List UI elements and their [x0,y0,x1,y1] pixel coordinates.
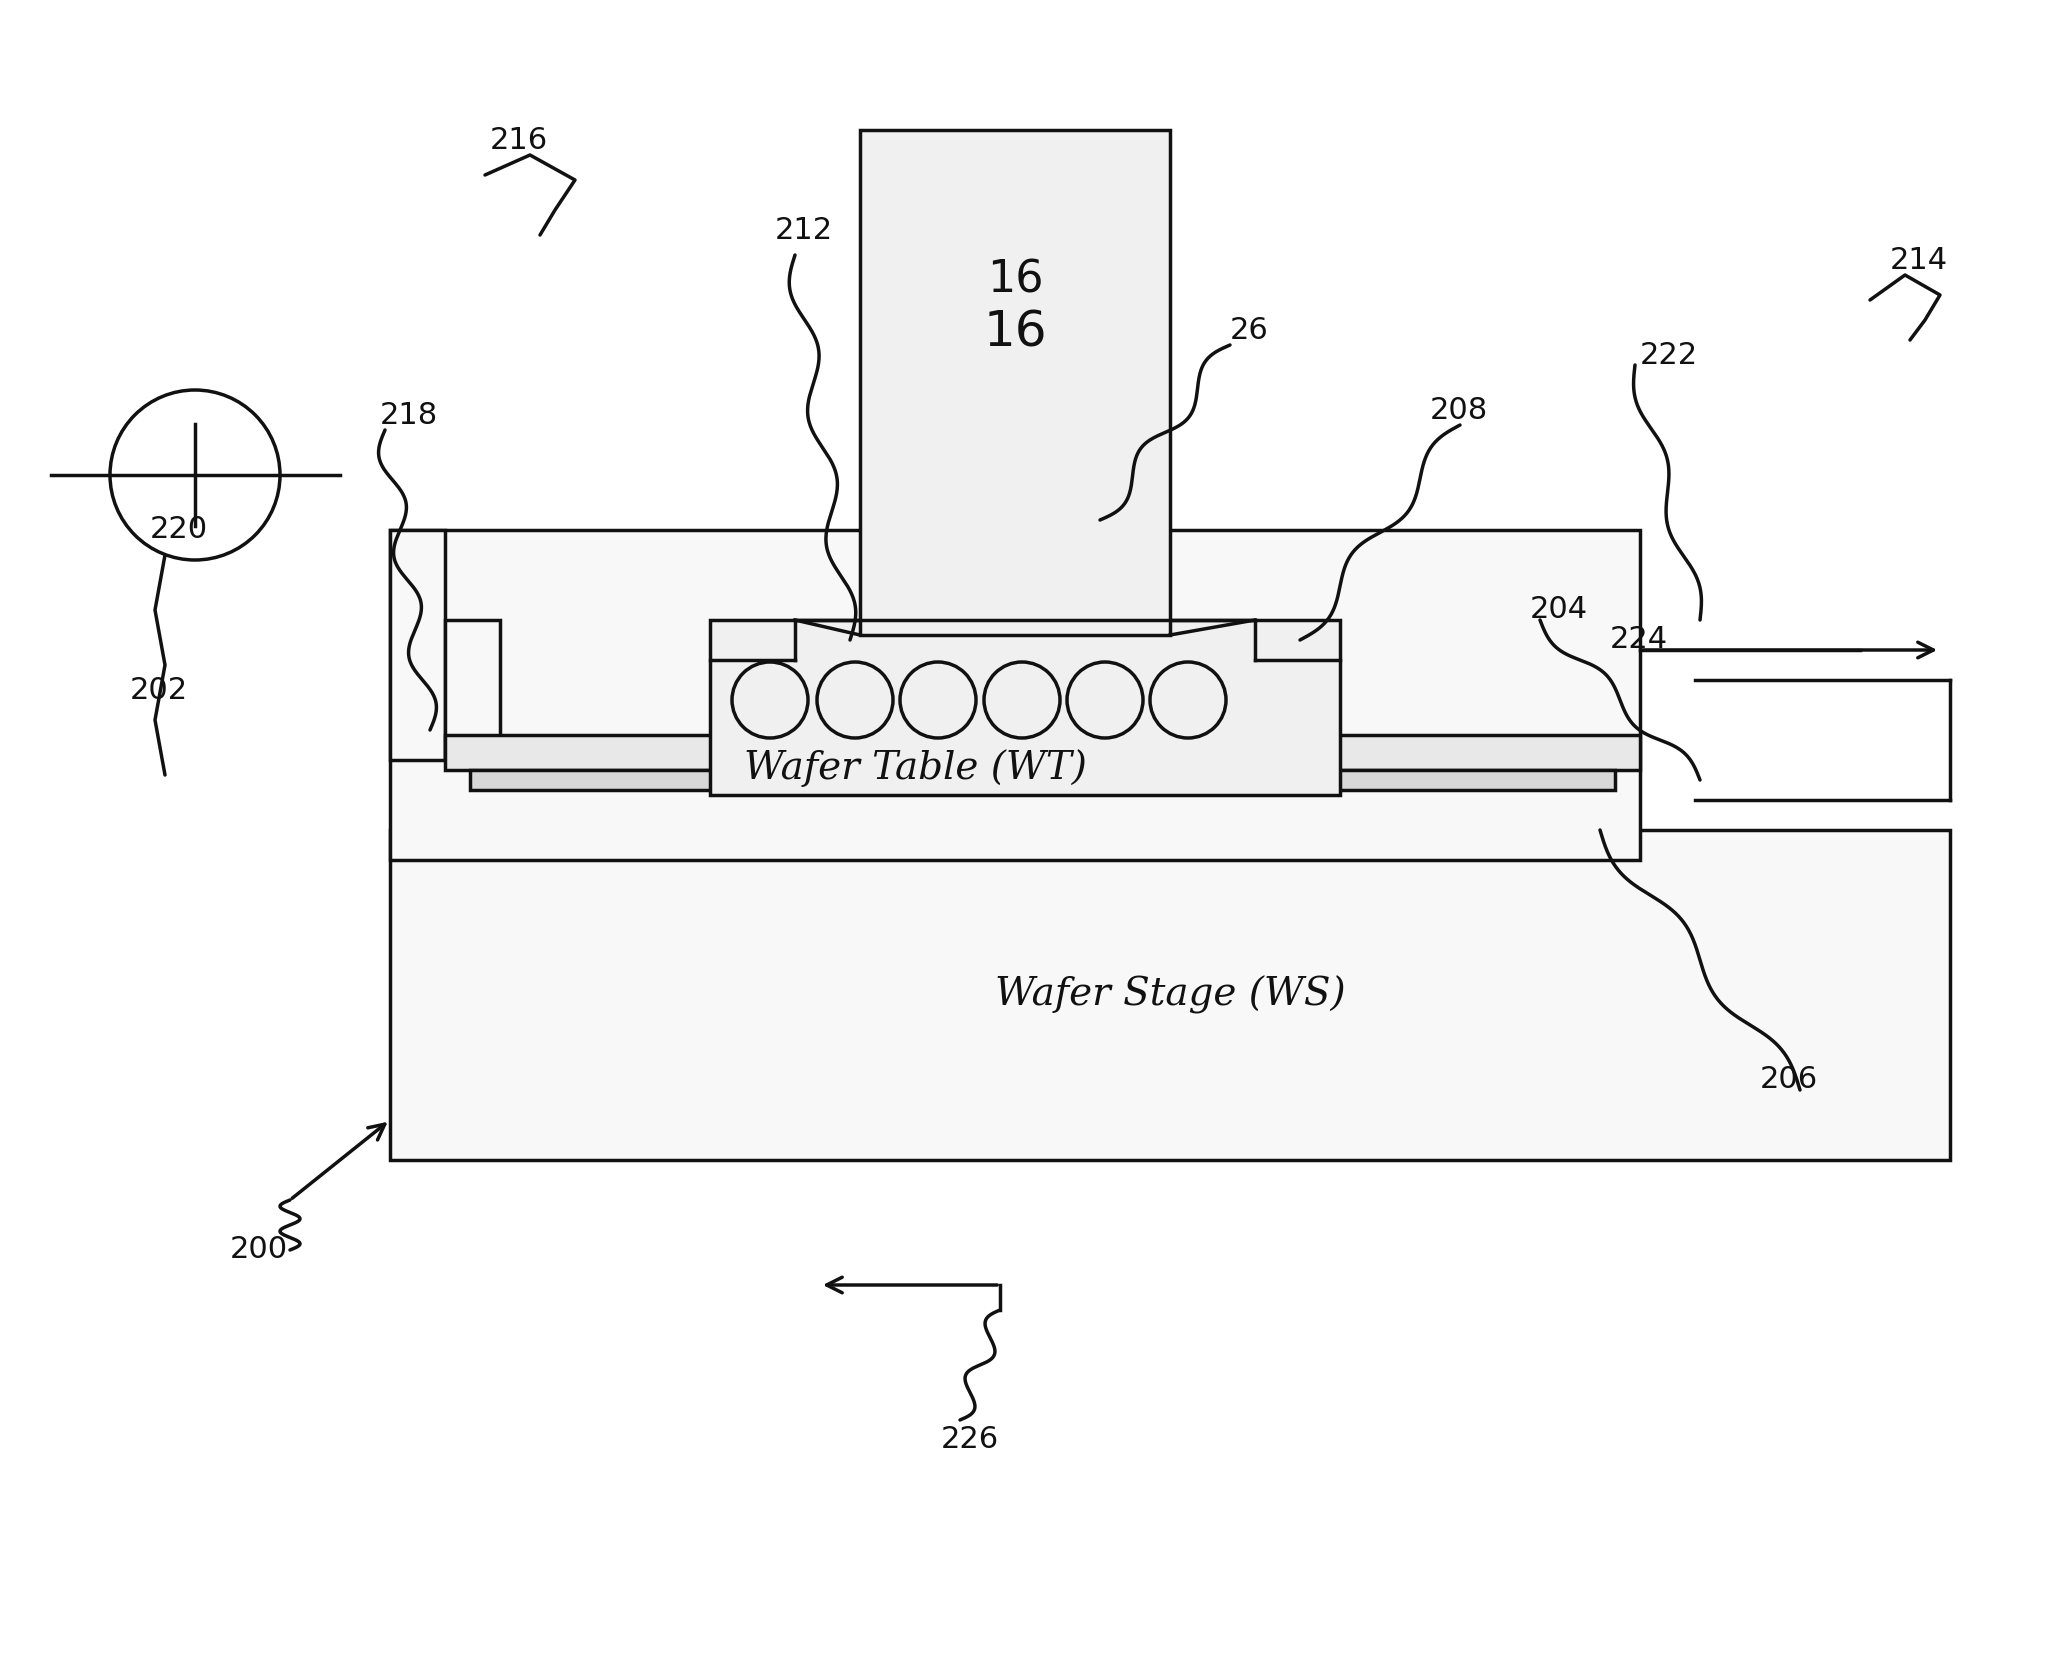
Text: 16: 16 [986,258,1042,302]
Text: 224: 224 [1611,625,1669,655]
Text: 200: 200 [230,1236,287,1264]
Text: 206: 206 [1760,1066,1818,1095]
Text: 26: 26 [1230,315,1270,345]
Bar [469,770,1615,790]
Bar [1696,680,1950,800]
Text: 214: 214 [1890,245,1948,275]
Bar [391,530,445,760]
Text: 222: 222 [1640,340,1698,370]
Text: 226: 226 [941,1426,999,1454]
Text: 212: 212 [776,215,833,245]
Bar [445,735,1640,770]
Text: 220: 220 [151,515,209,545]
Bar [391,530,1640,860]
Bar [391,830,1950,1160]
Text: 202: 202 [130,675,188,705]
Text: 208: 208 [1429,395,1489,425]
Bar [860,130,1170,635]
Text: Wafer Table (WT): Wafer Table (WT) [744,748,1086,786]
Bar [709,620,1340,795]
Text: 16: 16 [982,308,1046,357]
Text: 204: 204 [1530,595,1588,625]
Text: Wafer Stage (WS): Wafer Stage (WS) [995,976,1346,1015]
Text: 218: 218 [381,400,438,430]
Bar [445,620,500,760]
Text: 216: 216 [490,125,548,155]
